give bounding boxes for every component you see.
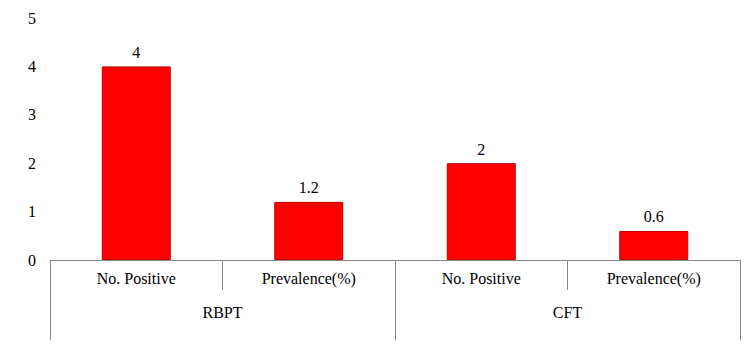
svg-text:0.6: 0.6 [644, 208, 664, 225]
svg-text:1: 1 [28, 203, 36, 220]
svg-text:No. Positive: No. Positive [442, 270, 521, 287]
svg-text:CFT: CFT [553, 304, 583, 321]
svg-text:0: 0 [28, 252, 36, 269]
svg-text:Prevalence(%): Prevalence(%) [607, 270, 701, 288]
svg-text:1.2: 1.2 [299, 179, 319, 196]
svg-text:No. Positive: No. Positive [97, 270, 176, 287]
svg-text:RBPT: RBPT [202, 304, 242, 321]
svg-text:2: 2 [477, 141, 485, 158]
svg-text:5: 5 [28, 10, 36, 27]
svg-text:3: 3 [28, 106, 36, 123]
svg-text:4: 4 [28, 58, 36, 75]
svg-text:2: 2 [28, 155, 36, 172]
svg-text:4: 4 [132, 44, 140, 61]
svg-text:Prevalence(%): Prevalence(%) [262, 270, 356, 288]
